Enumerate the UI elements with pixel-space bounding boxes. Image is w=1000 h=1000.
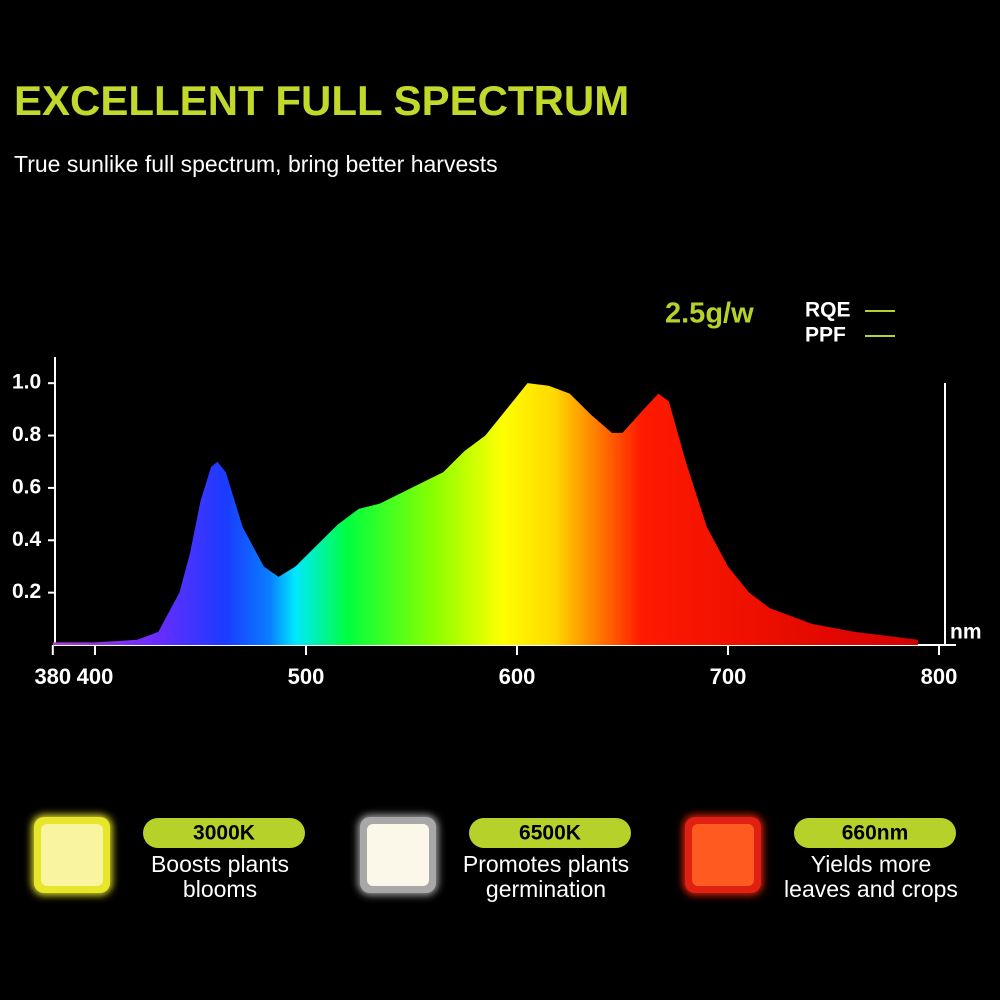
feature-description: Yields more (811, 851, 932, 877)
feature-description: leaves and crops (784, 876, 958, 902)
spectrum-area (52, 383, 918, 645)
x-tick-label: 380 (34, 664, 71, 689)
badge (143, 818, 305, 848)
y-tick-label: 0.2 (12, 580, 41, 603)
x-tick-label: 800 (921, 664, 958, 689)
annotation: 2.5g/w (665, 298, 754, 330)
y-tick-label: 0.6 (12, 475, 41, 498)
x-tick-label: 700 (710, 664, 747, 689)
badge (469, 818, 631, 848)
x-tick-label: 500 (288, 664, 325, 689)
subtitle: True sunlike full spectrum, bring better… (14, 151, 498, 177)
y-tick-label: 1.0 (12, 371, 41, 394)
feature-description: blooms (183, 876, 257, 902)
led-chip (41, 824, 103, 886)
led-chip (692, 824, 754, 886)
feature-description: Boosts plants (151, 851, 289, 877)
badge (794, 818, 956, 848)
y-tick-label: 0.4 (12, 528, 42, 551)
badge-label: 660nm (842, 822, 909, 845)
feature-description: germination (486, 876, 606, 902)
legend-label: RQE (805, 299, 851, 322)
x-axis-label: nm (950, 621, 982, 644)
badge-label: 3000K (193, 822, 255, 845)
x-tick-label: 600 (499, 664, 536, 689)
title: EXCELLENT FULL SPECTRUM (14, 77, 629, 124)
led-chip (367, 824, 429, 886)
feature-description: Promotes plants (463, 851, 629, 877)
badge-label: 6500K (519, 822, 581, 845)
legend-label: PPF (805, 324, 846, 347)
x-tick-label: 400 (77, 664, 114, 689)
y-tick-label: 0.8 (12, 423, 42, 446)
